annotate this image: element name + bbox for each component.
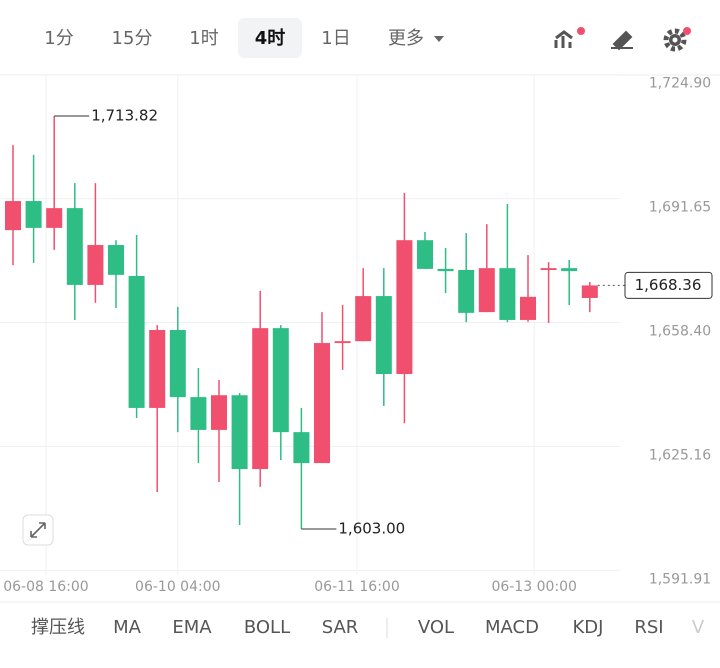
badge <box>577 27 585 35</box>
candle-body <box>128 275 145 408</box>
tab-more[interactable]: 更多 <box>388 28 424 49</box>
candle-body <box>458 270 475 313</box>
tab[interactable]: 15分 <box>112 28 153 49</box>
indicator[interactable]: EMA <box>172 617 212 638</box>
candle-body <box>108 245 124 275</box>
candle-body <box>561 268 578 272</box>
candle-body <box>314 343 330 464</box>
y-tick-label: 1,658.40 <box>649 324 711 340</box>
indicator[interactable]: MA <box>113 617 142 638</box>
indicator[interactable]: KDJ <box>573 617 604 638</box>
candle-body <box>417 240 433 269</box>
candle-body <box>25 201 42 228</box>
y-tick-label: 1,625.16 <box>649 447 711 463</box>
candle-body <box>355 296 372 342</box>
tab[interactable]: 1分 <box>44 28 73 49</box>
annotation-label: 1,713.82 <box>91 106 158 124</box>
indicator[interactable]: SAR <box>322 617 359 638</box>
candle-body <box>252 328 269 470</box>
x-tick-label: 06-08 16:00 <box>3 579 88 595</box>
candle-body <box>87 245 104 285</box>
candle-body <box>211 395 227 430</box>
candle-body <box>5 201 21 231</box>
selected-tab-bg <box>238 18 302 58</box>
settings-icon[interactable] <box>663 28 687 52</box>
plot: 1,724.90 1,691.65 1,658.40 1,625.16 1,591.91… <box>0 74 713 595</box>
expand-icon <box>30 522 46 538</box>
tab[interactable]: 1时 <box>189 28 218 49</box>
y-tick-label: 1,724.90 <box>649 76 711 92</box>
indicator[interactable]: 撑压线 <box>31 617 85 638</box>
candle-body <box>437 268 454 272</box>
last-price-box <box>624 271 713 299</box>
annotation-label: 1,603.00 <box>338 520 405 538</box>
last-price-label: 1,668.36 <box>635 276 702 294</box>
tab[interactable]: 1日 <box>321 28 350 49</box>
candle-body <box>149 330 166 408</box>
x-tick-label: 06-13 00:00 <box>491 579 576 595</box>
candle-body <box>520 296 536 320</box>
candle-body <box>169 330 186 398</box>
candle-body <box>293 432 310 464</box>
indicator[interactable]: BOLL <box>244 617 290 638</box>
indicator[interactable]: VOL <box>418 617 454 638</box>
candle-body <box>540 268 557 271</box>
indicator[interactable]: MACD <box>485 617 539 638</box>
y-tick-label: 1,591.91 <box>649 571 711 587</box>
indicator[interactable]: V <box>692 617 705 638</box>
candle-body <box>46 208 63 228</box>
indicator[interactable]: RSI <box>634 617 663 638</box>
x-tick-label: 06-11 16:00 <box>314 579 399 595</box>
candle-body <box>231 395 248 470</box>
y-tick-label: 1,691.65 <box>649 200 711 216</box>
dropdown-arrow <box>434 36 444 42</box>
x-tick-label: 06-10 04:00 <box>135 579 220 595</box>
candle-body <box>375 296 392 374</box>
candle-body <box>478 268 495 313</box>
candle-body <box>272 328 289 433</box>
candle-body <box>334 341 351 344</box>
indicator-icon[interactable] <box>554 30 573 48</box>
candle-body <box>581 285 598 298</box>
badge <box>683 27 691 35</box>
tab-selected[interactable]: 4时 <box>255 28 286 49</box>
candle-body <box>66 208 83 285</box>
candle-body <box>499 268 516 320</box>
candle-body <box>396 240 413 374</box>
draw-icon[interactable] <box>611 30 633 51</box>
candle-body <box>190 397 207 430</box>
